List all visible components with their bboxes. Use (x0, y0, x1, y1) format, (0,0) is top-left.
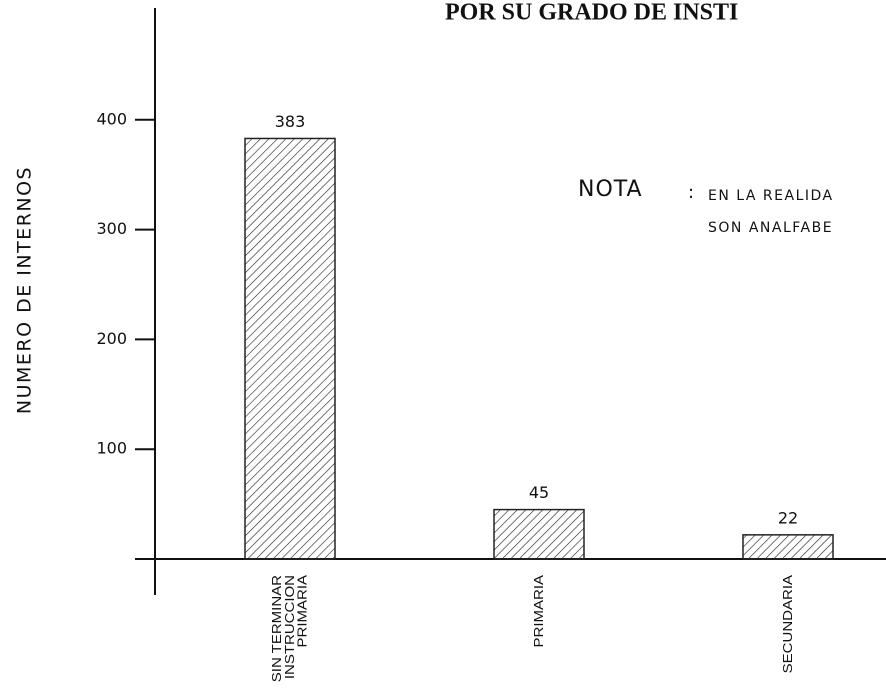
note-separator: : (688, 182, 694, 203)
y-tick-label: 300 (96, 219, 127, 238)
y-tick-label: 400 (96, 109, 127, 128)
bar (493, 508, 585, 560)
y-tick-label: 200 (96, 329, 127, 348)
y-axis-title: NUMERO DE INTERNOS (14, 166, 36, 414)
value-label: 45 (529, 483, 549, 502)
x-tick-label: PRIMARIA (531, 575, 547, 648)
bar (742, 534, 834, 560)
y-tick-label: 100 (96, 439, 127, 458)
note-label: NOTA (578, 177, 643, 202)
value-label: 22 (778, 508, 798, 527)
x-tick-label: SECUNDARIA (780, 575, 796, 674)
bar (244, 137, 336, 560)
value-label: 383 (275, 112, 306, 131)
chart-title: POR SU GRADO DE INSTI (445, 0, 738, 26)
note-line: EN LA REALIDA (708, 188, 834, 204)
note-line: SON ANALFABE (708, 220, 833, 236)
x-tick-label: SIN TERMINAR INSTRUCCION PRIMARIA (270, 575, 310, 683)
